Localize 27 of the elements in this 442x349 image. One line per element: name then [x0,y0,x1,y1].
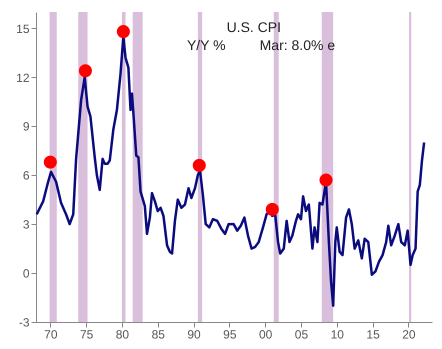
point [266,202,279,216]
x-tick-label: 85 [152,328,166,342]
point [116,25,130,38]
x-tick-label: 75 [80,328,94,342]
y-tick-label: 0 [22,266,30,281]
y-tick-label: 3 [22,218,30,232]
text: U.S. CPI [226,19,282,35]
x-tick-label: 20 [402,328,416,342]
annotation: Y/Y % [186,37,226,53]
y-tick-label: 15 [16,22,30,36]
x-tick-label: 90 [187,328,202,342]
y-tick-label: 12 [16,70,30,85]
y-tick-label: -3 [18,316,30,330]
x-tick-label: 80 [116,328,130,342]
y-tick-label: 9 [22,120,30,134]
point [78,64,92,78]
point [320,174,333,187]
x-tick-label: 10 [330,328,344,342]
x-tick-label: 95 [223,328,237,342]
point [192,158,206,172]
point [44,156,57,169]
x-tick-label: 70 [44,328,58,342]
y-tick-label: 6 [22,168,30,183]
x-tick-label: 15 [366,328,380,342]
annotation: Mar: 8.0% e [260,37,336,53]
x-tick-label: 05 [294,328,308,342]
x-tick-label: 00 [258,328,273,342]
